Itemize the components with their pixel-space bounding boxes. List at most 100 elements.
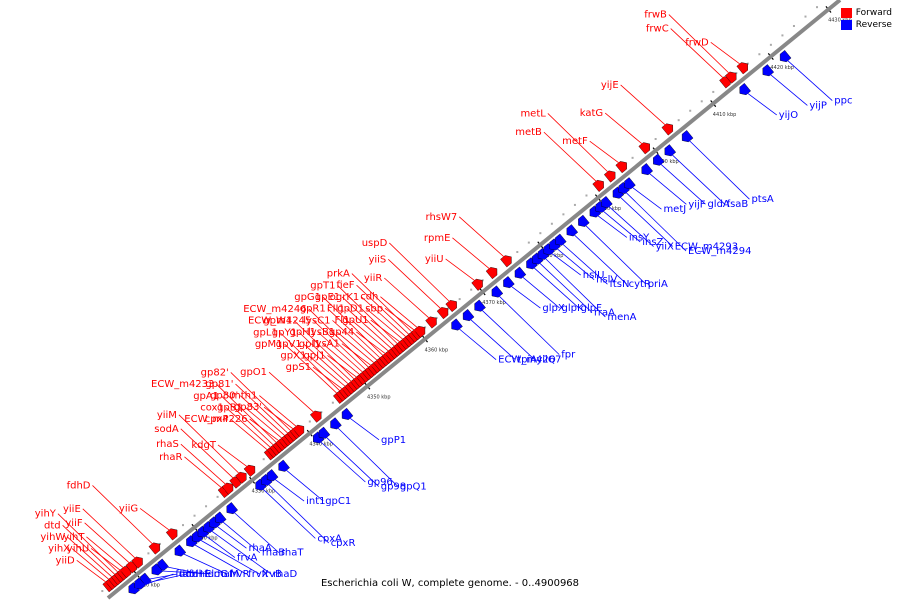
label-leader <box>507 283 541 309</box>
gene-label: fdhE <box>189 569 212 580</box>
minor-tick <box>470 288 473 291</box>
minor-tick <box>308 420 311 423</box>
gene-label: gpH1 <box>289 327 316 338</box>
label-leader <box>346 308 396 353</box>
label-leader <box>356 331 390 357</box>
minor-tick <box>816 6 819 9</box>
gene-label: gp82' <box>201 367 229 378</box>
label-leader <box>62 525 119 579</box>
label-leader <box>593 212 628 238</box>
gene-label: yiiS <box>368 254 386 265</box>
label-leader <box>547 250 581 276</box>
gene-label: uspD <box>362 238 388 249</box>
label-leader <box>656 160 706 205</box>
label-leader <box>341 343 376 369</box>
gene-label: yijE <box>601 80 619 91</box>
label-leader <box>263 406 298 433</box>
label-leader <box>259 485 316 539</box>
label-leader <box>710 41 745 68</box>
gene-label: gpM1 <box>255 339 283 350</box>
forward-gene <box>445 300 457 313</box>
reverse-gene <box>653 153 665 166</box>
forward-gene <box>243 464 256 477</box>
label-leader <box>76 559 111 586</box>
label-leader <box>180 428 237 482</box>
gene-label: cpxR <box>331 538 356 549</box>
gene-label: gpG1 <box>294 292 321 303</box>
gene-label: gpQ1 <box>400 481 427 492</box>
label-leader <box>351 273 416 336</box>
gene-label: lysB1 <box>308 327 335 338</box>
forward-gene <box>471 278 483 291</box>
forward-gene <box>638 142 650 155</box>
label-leader <box>184 456 226 492</box>
gene-label: gpL1 <box>253 327 278 338</box>
label-leader <box>336 331 379 367</box>
gene-label: gp96 <box>367 477 392 488</box>
minor-tick <box>550 222 553 225</box>
kbp-tick-label: 4330 kbp <box>252 489 276 495</box>
label-leader <box>620 84 670 129</box>
gene-label: gp80' <box>210 391 238 402</box>
gene-label: gpW1 <box>263 316 292 327</box>
gene-label: yihX <box>48 544 70 555</box>
label-leader <box>337 285 402 348</box>
gene-label: ECW_m4294 <box>688 246 751 257</box>
label-leader <box>622 188 687 252</box>
label-leader <box>282 466 324 502</box>
label-leader <box>180 443 230 488</box>
minor-tick <box>631 156 634 159</box>
label-leader <box>384 277 433 322</box>
reverse-gene <box>226 502 239 515</box>
gene-label: rhaB <box>262 548 285 559</box>
kbp-tick-label: 4340 kbp <box>309 441 333 447</box>
reverse-gene <box>514 266 527 279</box>
label-leader <box>535 259 593 313</box>
label-leader <box>249 418 283 444</box>
gene-label: yiiU <box>425 254 444 265</box>
gene-label: fdhD <box>67 480 91 491</box>
reverse-gene <box>624 177 636 190</box>
label-leader <box>313 320 370 374</box>
gene-label: menA <box>607 312 636 323</box>
label-leader <box>308 355 350 390</box>
kbp-tick-label: 4400 kbp <box>655 159 679 165</box>
minor-tick <box>262 458 265 461</box>
gene-label: gpB1 <box>217 402 243 413</box>
gene-label: int1 <box>306 496 325 507</box>
minor-tick <box>331 401 334 404</box>
gene-label: rhaT <box>281 548 304 559</box>
label-leader <box>332 320 381 364</box>
gene-label: ECW_m4293 <box>675 241 738 252</box>
label-leader <box>327 308 384 362</box>
gene-label: sbp <box>365 303 383 314</box>
minor-tick <box>769 43 772 46</box>
label-leader <box>604 112 647 148</box>
gene-label: ogrK1 <box>330 292 360 303</box>
forward-gene <box>485 267 498 280</box>
gene-label: metL <box>520 108 546 119</box>
kbp-tick-label: 4390 kbp <box>598 206 622 212</box>
label-leader <box>195 537 260 575</box>
label-leader <box>478 306 535 360</box>
gene-label: frwD <box>685 37 709 48</box>
minor-tick <box>516 251 519 254</box>
gene-label: ECW_m4267 <box>498 355 561 366</box>
gene-label: gpX1 <box>280 351 306 362</box>
forward-gene <box>615 161 627 174</box>
reverse-gene <box>266 469 279 482</box>
label-leader <box>82 508 139 562</box>
gene-label: frwC <box>646 24 669 35</box>
label-leader <box>178 551 228 575</box>
gene-label: prkA <box>327 269 350 280</box>
kbp-tick-label: 4380 kbp <box>540 253 564 259</box>
kbp-tick-label: 4420 kbp <box>770 65 794 71</box>
label-leader <box>670 28 727 82</box>
gene-label: metF <box>562 136 588 147</box>
gene-label: yiiD <box>56 555 75 566</box>
legend-reverse-label: Reverse <box>855 20 892 30</box>
gene-label: FII1 <box>327 304 345 315</box>
gene-label: tpiA <box>517 355 537 366</box>
caption: Escherichia coli W, complete genome. - 0… <box>320 578 580 589</box>
